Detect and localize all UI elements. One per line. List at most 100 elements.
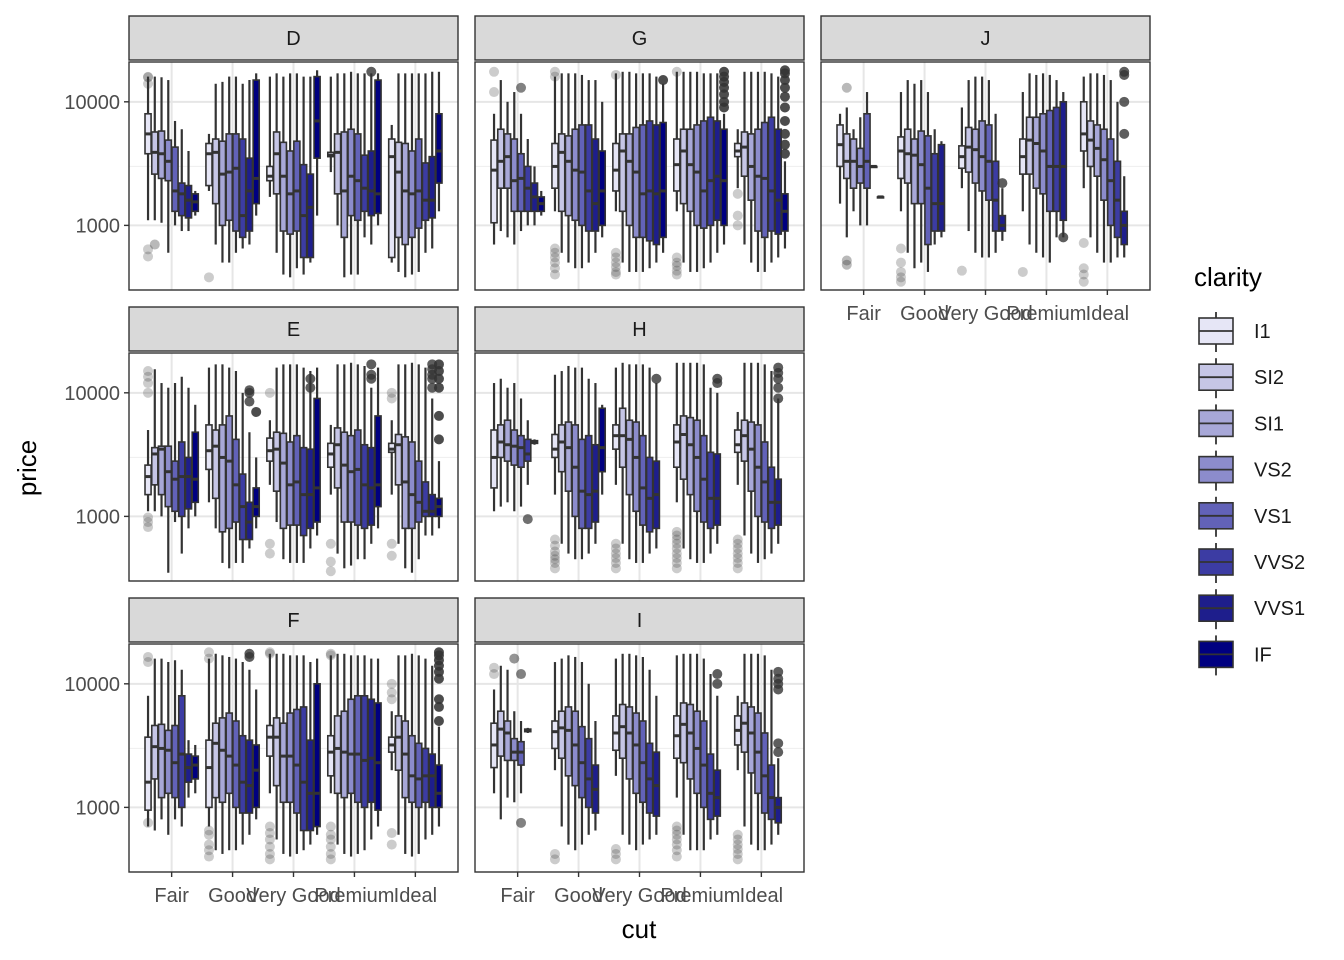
box-body (340, 710, 349, 799)
outlier-point (610, 548, 621, 559)
outlier-point (671, 257, 682, 268)
box-ideal-i1 (732, 695, 743, 865)
box-very-good-vvs1 (306, 76, 315, 263)
box-body (374, 702, 382, 811)
box-fair-si2 (841, 82, 852, 270)
box-good-vs1 (232, 658, 240, 851)
box-ideal-vvs1 (773, 666, 784, 835)
box-body (496, 128, 505, 189)
box-very-good-vvs2 (645, 73, 654, 269)
box-fair-si2 (496, 665, 505, 820)
box-premium-if (374, 73, 382, 226)
outlier-point (1119, 128, 1130, 139)
box-good-vs1 (924, 92, 932, 272)
outlier-point (325, 566, 336, 577)
box-fair-vs1 (171, 383, 179, 523)
box-body (645, 456, 654, 533)
box-premium-vs1 (1045, 74, 1054, 263)
outlier-point (719, 66, 730, 77)
outlier-point (203, 839, 214, 850)
box-body (313, 75, 321, 159)
outlier-point (1017, 266, 1028, 277)
box-ideal-si1 (747, 71, 756, 263)
box-body (360, 154, 369, 213)
box-body (517, 434, 525, 469)
outlier-point (610, 563, 621, 574)
outlier-point (244, 396, 255, 407)
box-body (394, 715, 403, 771)
outlier-point (143, 78, 154, 89)
box-body (225, 712, 234, 795)
outlier-point (549, 550, 560, 561)
box-premium-i1 (671, 66, 682, 280)
box-good-vvs1 (244, 385, 255, 549)
box-body (740, 419, 749, 462)
box-body (293, 708, 301, 814)
outlier-point (489, 87, 500, 98)
box-body (598, 407, 607, 473)
outlier-point (732, 538, 743, 549)
box-ideal-if (435, 71, 443, 212)
box-very-good-vs2 (978, 76, 986, 258)
box-good-si1 (564, 655, 573, 845)
box-body (177, 694, 186, 809)
box-body (679, 415, 688, 480)
facet-strip-label: F (287, 610, 299, 632)
outlier-point (895, 272, 906, 283)
outlier-point (610, 252, 621, 263)
x-tick-label: Ideal (394, 885, 437, 907)
box-ideal-i1 (386, 678, 397, 850)
legend-item-vs2: VS2 (1198, 450, 1292, 491)
box-ideal-i1 (732, 129, 743, 231)
y-tick-label: 1000 (76, 215, 121, 237)
outlier-point (264, 387, 275, 398)
box-body (211, 722, 220, 799)
box-fair-i1 (143, 366, 154, 533)
outlier-point (671, 260, 682, 271)
box-premium-vvs1 (1058, 92, 1069, 243)
outlier-point (325, 538, 336, 549)
box-fair-i1 (489, 66, 500, 245)
box-body (394, 141, 403, 239)
box-good-i1 (549, 662, 560, 865)
outlier-point (895, 266, 906, 277)
box-good-if (252, 689, 261, 820)
box-body (272, 431, 281, 492)
box-body (211, 429, 220, 500)
box-body (774, 796, 783, 824)
legend-item-vs1: VS1 (1198, 496, 1292, 537)
outlier-point (433, 694, 444, 705)
box-very-good-i1 (610, 367, 621, 574)
box-body (693, 124, 701, 227)
outlier-point (732, 210, 743, 221)
box-premium-i1 (325, 648, 336, 865)
box-fair-if (537, 190, 546, 216)
outlier-point (779, 148, 790, 159)
box-body (632, 421, 640, 513)
outlier-point (719, 96, 730, 107)
outlier-point (143, 72, 154, 83)
box-body (693, 419, 701, 513)
box-very-good-si2 (272, 653, 281, 840)
outlier-point (671, 829, 682, 840)
outlier-point (671, 548, 682, 559)
outlier-point (610, 543, 621, 554)
box-body (205, 739, 213, 809)
box-fair-vvs2 (523, 727, 532, 733)
box-body (252, 487, 261, 518)
box-body (496, 710, 505, 757)
box-body (191, 431, 200, 504)
outlier-point (143, 251, 154, 262)
outlier-point (489, 66, 500, 77)
box-premium-i1 (325, 424, 336, 577)
outlier-point (610, 69, 621, 80)
outlier-point (264, 828, 275, 839)
box-body (897, 136, 905, 180)
box-body (293, 140, 301, 232)
box-body (571, 128, 580, 222)
outlier-point (366, 66, 377, 77)
box-very-good-vvs2 (299, 76, 308, 275)
outlier-point (773, 673, 784, 684)
box-body (1093, 124, 1102, 178)
box-body (353, 133, 362, 222)
